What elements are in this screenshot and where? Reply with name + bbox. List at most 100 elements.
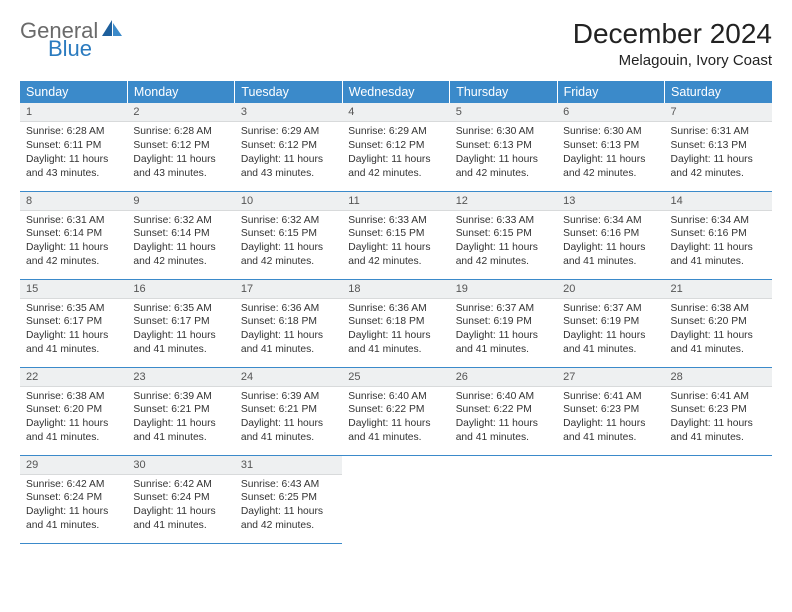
calendar-cell: 28Sunrise: 6:41 AMSunset: 6:23 PMDayligh… — [665, 367, 772, 455]
day-details: Sunrise: 6:29 AMSunset: 6:12 PMDaylight:… — [342, 122, 449, 185]
calendar-cell — [450, 455, 557, 543]
day-details: Sunrise: 6:40 AMSunset: 6:22 PMDaylight:… — [450, 387, 557, 450]
day-details: Sunrise: 6:42 AMSunset: 6:24 PMDaylight:… — [20, 475, 127, 538]
day-number: 17 — [235, 280, 342, 299]
day-number: 2 — [127, 103, 234, 122]
calendar-row: 15Sunrise: 6:35 AMSunset: 6:17 PMDayligh… — [20, 279, 772, 367]
calendar-cell: 1Sunrise: 6:28 AMSunset: 6:11 PMDaylight… — [20, 103, 127, 191]
day-details: Sunrise: 6:32 AMSunset: 6:15 PMDaylight:… — [235, 211, 342, 274]
day-details: Sunrise: 6:39 AMSunset: 6:21 PMDaylight:… — [127, 387, 234, 450]
day-details: Sunrise: 6:36 AMSunset: 6:18 PMDaylight:… — [235, 299, 342, 362]
calendar-cell: 8Sunrise: 6:31 AMSunset: 6:14 PMDaylight… — [20, 191, 127, 279]
day-number: 16 — [127, 280, 234, 299]
logo-text-blue: Blue — [20, 38, 124, 60]
calendar-cell: 25Sunrise: 6:40 AMSunset: 6:22 PMDayligh… — [342, 367, 449, 455]
day-number: 21 — [665, 280, 772, 299]
calendar-cell: 14Sunrise: 6:34 AMSunset: 6:16 PMDayligh… — [665, 191, 772, 279]
day-details: Sunrise: 6:41 AMSunset: 6:23 PMDaylight:… — [557, 387, 664, 450]
weekday-header: Thursday — [450, 81, 557, 103]
day-number: 20 — [557, 280, 664, 299]
calendar-cell: 16Sunrise: 6:35 AMSunset: 6:17 PMDayligh… — [127, 279, 234, 367]
calendar-cell: 2Sunrise: 6:28 AMSunset: 6:12 PMDaylight… — [127, 103, 234, 191]
calendar-cell — [557, 455, 664, 543]
calendar-cell: 21Sunrise: 6:38 AMSunset: 6:20 PMDayligh… — [665, 279, 772, 367]
calendar-cell: 3Sunrise: 6:29 AMSunset: 6:12 PMDaylight… — [235, 103, 342, 191]
day-number: 13 — [557, 192, 664, 211]
calendar-cell: 26Sunrise: 6:40 AMSunset: 6:22 PMDayligh… — [450, 367, 557, 455]
day-details: Sunrise: 6:31 AMSunset: 6:13 PMDaylight:… — [665, 122, 772, 185]
calendar-cell: 12Sunrise: 6:33 AMSunset: 6:15 PMDayligh… — [450, 191, 557, 279]
day-details: Sunrise: 6:43 AMSunset: 6:25 PMDaylight:… — [235, 475, 342, 538]
day-number: 5 — [450, 103, 557, 122]
day-details: Sunrise: 6:35 AMSunset: 6:17 PMDaylight:… — [127, 299, 234, 362]
calendar-cell: 23Sunrise: 6:39 AMSunset: 6:21 PMDayligh… — [127, 367, 234, 455]
day-number: 4 — [342, 103, 449, 122]
calendar-cell: 27Sunrise: 6:41 AMSunset: 6:23 PMDayligh… — [557, 367, 664, 455]
calendar-cell: 4Sunrise: 6:29 AMSunset: 6:12 PMDaylight… — [342, 103, 449, 191]
day-details: Sunrise: 6:39 AMSunset: 6:21 PMDaylight:… — [235, 387, 342, 450]
day-details: Sunrise: 6:28 AMSunset: 6:11 PMDaylight:… — [20, 122, 127, 185]
day-details: Sunrise: 6:37 AMSunset: 6:19 PMDaylight:… — [450, 299, 557, 362]
calendar-cell: 30Sunrise: 6:42 AMSunset: 6:24 PMDayligh… — [127, 455, 234, 543]
day-number: 11 — [342, 192, 449, 211]
location-label: Melagouin, Ivory Coast — [573, 52, 772, 69]
calendar-cell: 10Sunrise: 6:32 AMSunset: 6:15 PMDayligh… — [235, 191, 342, 279]
day-details: Sunrise: 6:38 AMSunset: 6:20 PMDaylight:… — [665, 299, 772, 362]
day-details: Sunrise: 6:35 AMSunset: 6:17 PMDaylight:… — [20, 299, 127, 362]
day-details: Sunrise: 6:40 AMSunset: 6:22 PMDaylight:… — [342, 387, 449, 450]
calendar-cell: 9Sunrise: 6:32 AMSunset: 6:14 PMDaylight… — [127, 191, 234, 279]
calendar-cell: 7Sunrise: 6:31 AMSunset: 6:13 PMDaylight… — [665, 103, 772, 191]
logo: General Blue — [20, 18, 124, 60]
weekday-header: Saturday — [665, 81, 772, 103]
day-number: 23 — [127, 368, 234, 387]
day-details: Sunrise: 6:42 AMSunset: 6:24 PMDaylight:… — [127, 475, 234, 538]
calendar-cell: 20Sunrise: 6:37 AMSunset: 6:19 PMDayligh… — [557, 279, 664, 367]
day-details: Sunrise: 6:32 AMSunset: 6:14 PMDaylight:… — [127, 211, 234, 274]
day-number: 26 — [450, 368, 557, 387]
calendar-cell — [665, 455, 772, 543]
calendar-cell: 15Sunrise: 6:35 AMSunset: 6:17 PMDayligh… — [20, 279, 127, 367]
day-number: 14 — [665, 192, 772, 211]
day-details: Sunrise: 6:37 AMSunset: 6:19 PMDaylight:… — [557, 299, 664, 362]
day-number: 7 — [665, 103, 772, 122]
day-number: 27 — [557, 368, 664, 387]
day-details: Sunrise: 6:33 AMSunset: 6:15 PMDaylight:… — [342, 211, 449, 274]
calendar-row: 22Sunrise: 6:38 AMSunset: 6:20 PMDayligh… — [20, 367, 772, 455]
calendar-row: 29Sunrise: 6:42 AMSunset: 6:24 PMDayligh… — [20, 455, 772, 543]
day-details: Sunrise: 6:28 AMSunset: 6:12 PMDaylight:… — [127, 122, 234, 185]
day-details: Sunrise: 6:34 AMSunset: 6:16 PMDaylight:… — [557, 211, 664, 274]
day-number: 6 — [557, 103, 664, 122]
calendar-table: SundayMondayTuesdayWednesdayThursdayFrid… — [20, 81, 772, 544]
calendar-cell: 13Sunrise: 6:34 AMSunset: 6:16 PMDayligh… — [557, 191, 664, 279]
title-block: December 2024 Melagouin, Ivory Coast — [573, 18, 772, 69]
day-details: Sunrise: 6:41 AMSunset: 6:23 PMDaylight:… — [665, 387, 772, 450]
day-number: 15 — [20, 280, 127, 299]
calendar-cell: 29Sunrise: 6:42 AMSunset: 6:24 PMDayligh… — [20, 455, 127, 543]
weekday-header: Monday — [127, 81, 234, 103]
calendar-row: 1Sunrise: 6:28 AMSunset: 6:11 PMDaylight… — [20, 103, 772, 191]
calendar-cell: 22Sunrise: 6:38 AMSunset: 6:20 PMDayligh… — [20, 367, 127, 455]
weekday-header: Sunday — [20, 81, 127, 103]
calendar-cell: 18Sunrise: 6:36 AMSunset: 6:18 PMDayligh… — [342, 279, 449, 367]
page-header: General Blue December 2024 Melagouin, Iv… — [20, 18, 772, 69]
calendar-body: 1Sunrise: 6:28 AMSunset: 6:11 PMDaylight… — [20, 103, 772, 543]
day-details: Sunrise: 6:30 AMSunset: 6:13 PMDaylight:… — [450, 122, 557, 185]
day-details: Sunrise: 6:38 AMSunset: 6:20 PMDaylight:… — [20, 387, 127, 450]
day-number: 12 — [450, 192, 557, 211]
day-number: 22 — [20, 368, 127, 387]
calendar-cell: 17Sunrise: 6:36 AMSunset: 6:18 PMDayligh… — [235, 279, 342, 367]
calendar-row: 8Sunrise: 6:31 AMSunset: 6:14 PMDaylight… — [20, 191, 772, 279]
day-details: Sunrise: 6:29 AMSunset: 6:12 PMDaylight:… — [235, 122, 342, 185]
day-number: 10 — [235, 192, 342, 211]
calendar-cell: 19Sunrise: 6:37 AMSunset: 6:19 PMDayligh… — [450, 279, 557, 367]
day-number: 1 — [20, 103, 127, 122]
day-number: 18 — [342, 280, 449, 299]
day-number: 25 — [342, 368, 449, 387]
day-details: Sunrise: 6:36 AMSunset: 6:18 PMDaylight:… — [342, 299, 449, 362]
day-details: Sunrise: 6:34 AMSunset: 6:16 PMDaylight:… — [665, 211, 772, 274]
month-title: December 2024 — [573, 18, 772, 50]
calendar-header-row: SundayMondayTuesdayWednesdayThursdayFrid… — [20, 81, 772, 103]
day-number: 31 — [235, 456, 342, 475]
day-details: Sunrise: 6:30 AMSunset: 6:13 PMDaylight:… — [557, 122, 664, 185]
weekday-header: Tuesday — [235, 81, 342, 103]
